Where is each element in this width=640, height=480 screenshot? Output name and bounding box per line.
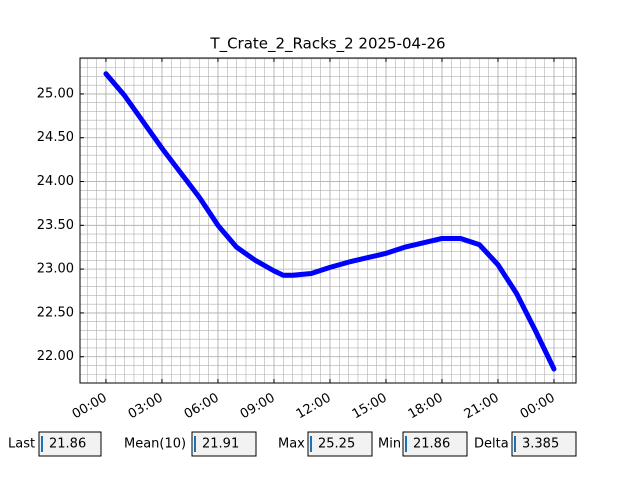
x-tick-label: 12:00 (294, 391, 334, 423)
plot-frame (79, 57, 577, 384)
x-tick-label: 00:00 (518, 391, 558, 423)
y-tick-label: 22.00 (37, 349, 74, 364)
stat-value: 21.86 (413, 437, 450, 452)
stat-field[interactable] (402, 431, 468, 457)
stat-field[interactable] (191, 431, 257, 457)
x-tick-label: 00:00 (70, 391, 110, 423)
y-tick-label: 24.50 (37, 130, 74, 145)
stat-field[interactable] (511, 431, 577, 457)
stat-label: Delta (474, 437, 509, 452)
stat-value: 25.25 (318, 437, 355, 452)
x-tick-label: 18:00 (406, 391, 446, 423)
stat-label: Max (278, 437, 305, 452)
y-tick-label: 22.50 (37, 305, 74, 320)
x-tick-label: 15:00 (350, 391, 390, 423)
stat-label: Mean(10) (124, 437, 186, 452)
stat-value: 3.385 (522, 437, 559, 452)
stat-label: Min (378, 437, 401, 452)
y-tick-label: 25.00 (37, 86, 74, 101)
x-tick-label: 03:00 (126, 391, 166, 423)
y-tick-label: 23.00 (37, 262, 74, 277)
stat-field[interactable] (38, 431, 102, 457)
stat-field[interactable] (307, 431, 373, 457)
x-tick-label: 06:00 (182, 391, 222, 423)
x-tick-label: 09:00 (238, 391, 278, 423)
data-line (103, 71, 557, 372)
stat-value: 21.91 (202, 437, 239, 452)
x-tick-label: 21:00 (462, 391, 502, 423)
stat-value: 21.86 (49, 437, 86, 452)
stat-label: Last (8, 437, 35, 452)
y-tick-label: 24.00 (37, 174, 74, 189)
y-tick-label: 23.50 (37, 218, 74, 233)
chart-title: T_Crate_2_Racks_2 2025-04-26 (209, 35, 445, 54)
